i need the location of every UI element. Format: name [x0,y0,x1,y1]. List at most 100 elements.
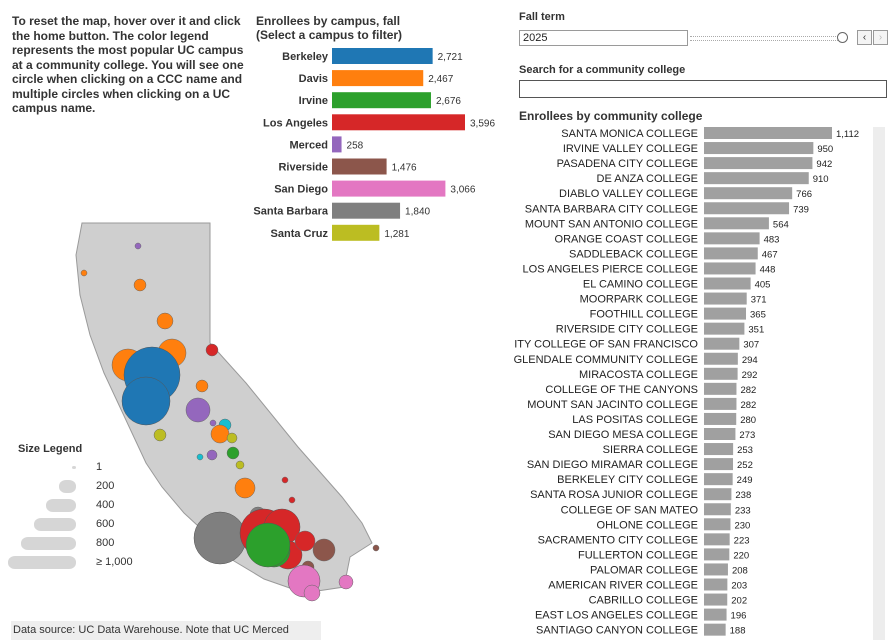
ccc-chart-scrollbar[interactable] [873,127,885,640]
college-bar[interactable] [704,473,733,486]
campus-bar[interactable] [332,224,380,241]
college-label[interactable]: SANTA BARBARA CITY COLLEGE [525,203,698,215]
college-circle[interactable] [294,530,316,552]
campus-label[interactable]: Santa Barbara [253,206,328,218]
college-bar[interactable] [704,548,730,561]
college-label[interactable]: CITY COLLEGE OF SAN FRANCISCO [514,339,698,351]
college-bar[interactable] [704,337,740,350]
college-label[interactable]: FULLERTON COLLEGE [578,549,698,561]
college-label[interactable]: SAN DIEGO MIRAMAR COLLEGE [527,459,698,471]
college-circle[interactable] [245,522,291,568]
college-circle[interactable] [226,432,238,444]
college-bar[interactable] [704,277,751,290]
college-label[interactable]: SIERRA COLLEGE [603,444,698,456]
campus-label[interactable]: Los Angeles [263,117,328,129]
college-bar[interactable] [704,247,758,260]
college-label[interactable]: SANTA MONICA COLLEGE [561,128,698,140]
college-bar[interactable] [704,518,731,531]
college-label[interactable]: DIABLO VALLEY COLLEGE [559,188,698,200]
college-label[interactable]: MIRACOSTA COLLEGE [579,369,698,381]
college-bar[interactable] [704,593,728,606]
college-label[interactable]: SANTA ROSA JUNIOR COLLEGE [530,489,698,501]
campus-bar[interactable] [332,114,465,131]
college-label[interactable]: OHLONE COLLEGE [597,519,698,531]
campus-bar[interactable] [332,180,446,197]
college-bar[interactable] [704,187,793,200]
college-circle[interactable] [206,449,218,461]
college-label[interactable]: DE ANZA COLLEGE [597,173,698,185]
college-bar[interactable] [704,127,832,139]
college-circle[interactable] [372,544,380,552]
campus-label[interactable]: Davis [299,73,328,85]
college-circle[interactable] [288,496,296,504]
college-bar[interactable] [704,578,728,591]
college-label[interactable]: COLLEGE OF SAN MATEO [561,504,699,516]
college-circle[interactable] [303,584,321,602]
campus-label[interactable]: Irvine [299,95,328,107]
campus-bar[interactable] [332,136,342,153]
california-map[interactable] [60,215,380,610]
campus-bar[interactable] [332,48,433,64]
college-circle[interactable] [185,397,211,423]
college-circle[interactable] [134,242,142,250]
campus-bar-chart[interactable]: Berkeley 2,721 Davis 2,467 Irvine 2,676 Los An… [244,44,514,244]
fall-term-slider-handle[interactable] [837,32,848,43]
college-circle[interactable] [80,269,88,277]
college-label[interactable]: LOS ANGELES PIERCE COLLEGE [523,263,698,275]
campus-label[interactable]: Merced [289,139,328,151]
college-circle[interactable] [196,453,204,461]
fall-term-input[interactable]: 2025 [519,30,688,46]
campus-bar[interactable] [332,70,424,87]
fall-term-slider-track[interactable] [690,36,838,41]
college-label[interactable]: MOORPARK COLLEGE [580,294,698,306]
college-label[interactable]: FOOTHILL COLLEGE [590,309,698,321]
ccc-bar-chart[interactable]: SANTA MONICA COLLEGE 1,112 IRVINE VALLEY C… [514,126,872,640]
college-bar[interactable] [704,232,760,245]
college-bar[interactable] [704,292,747,305]
college-bar[interactable] [704,202,790,215]
college-circle[interactable] [209,419,217,427]
college-circle[interactable] [210,424,230,444]
college-label[interactable]: ORANGE COAST COLLEGE [555,233,698,245]
college-label[interactable]: BERKELEY CITY COLLEGE [557,474,698,486]
college-bar[interactable] [704,352,738,365]
college-circle[interactable] [205,343,219,357]
campus-label[interactable]: Riverside [278,162,328,174]
college-circle[interactable] [338,574,354,590]
college-label[interactable]: SADDLEBACK COLLEGE [569,248,698,260]
college-label[interactable]: PALOMAR COLLEGE [590,564,698,576]
college-label[interactable]: EL CAMINO COLLEGE [583,279,698,291]
college-bar[interactable] [704,217,769,230]
college-bar[interactable] [704,488,732,501]
college-bar[interactable] [704,623,726,636]
college-bar[interactable] [704,608,727,621]
college-label[interactable]: IRVINE VALLEY COLLEGE [563,143,698,155]
campus-label[interactable]: Santa Cruz [271,228,329,240]
college-bar[interactable] [704,563,728,576]
college-bar[interactable] [704,322,745,335]
college-search-input[interactable] [519,80,887,98]
college-circle[interactable] [133,278,147,292]
college-label[interactable]: GLENDALE COMMUNITY COLLEGE [514,354,698,366]
college-bar[interactable] [704,503,731,516]
college-circle[interactable] [193,511,247,565]
college-label[interactable]: MOUNT SAN ANTONIO COLLEGE [525,218,698,230]
college-bar[interactable] [704,397,737,410]
college-label[interactable]: COLLEGE OF THE CANYONS [545,384,698,396]
college-circle[interactable] [235,460,245,470]
college-bar[interactable] [704,412,737,425]
college-bar[interactable] [704,307,747,320]
college-label[interactable]: SAN DIEGO MESA COLLEGE [548,429,698,441]
college-label[interactable]: RIVERSIDE CITY COLLEGE [556,324,698,336]
college-bar[interactable] [704,157,813,170]
campus-label[interactable]: Berkeley [282,51,329,63]
campus-label[interactable]: San Diego [274,184,328,196]
college-circle[interactable] [226,446,240,460]
college-bar[interactable] [704,172,809,185]
college-circle[interactable] [281,476,289,484]
college-circle[interactable] [234,477,256,499]
college-circle[interactable] [156,312,174,330]
college-circle[interactable] [195,379,209,393]
college-label[interactable]: EAST LOS ANGELES COLLEGE [535,610,698,622]
college-bar[interactable] [704,458,734,471]
